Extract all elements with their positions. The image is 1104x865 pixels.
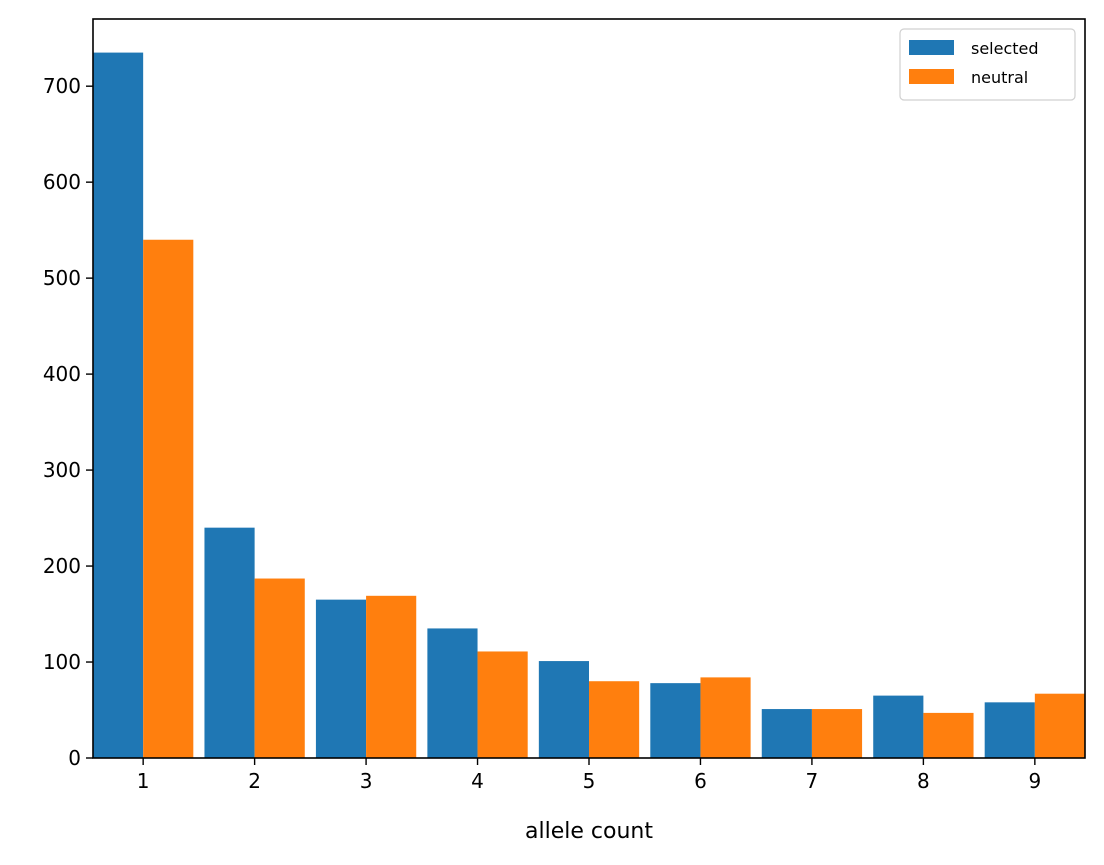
x-tick-label: 8 (917, 769, 930, 793)
legend: selected neutral (899, 28, 1076, 101)
bars (93, 52, 1085, 759)
x-tick-label: 4 (471, 769, 484, 793)
y-tick-label: 400 (43, 362, 81, 386)
x-tick-label: 1 (137, 769, 150, 793)
bar-selected-2 (204, 527, 255, 758)
bar-selected-1 (93, 52, 144, 759)
y-tick-label: 700 (43, 74, 81, 98)
legend-swatch-selected (909, 40, 954, 55)
bar-neutral-5 (589, 681, 640, 758)
bar-neutral-9 (1034, 693, 1085, 758)
y-tick-label: 300 (43, 458, 81, 482)
x-tick-label: 7 (806, 769, 819, 793)
bar-neutral-4 (477, 651, 528, 758)
x-tick-label: 5 (583, 769, 596, 793)
bar-selected-9 (984, 702, 1035, 758)
y-axis-ticks: 0 100 200 300 400 500 600 700 (43, 74, 93, 770)
bar-neutral-2 (254, 578, 305, 758)
bar-selected-3 (315, 599, 367, 758)
x-axis-ticks: 1 2 3 4 5 6 7 8 9 (137, 758, 1041, 793)
bar-selected-7 (761, 709, 812, 758)
x-axis-label: allele count (525, 819, 653, 844)
bar-neutral-8 (923, 712, 974, 758)
y-tick-label: 600 (43, 170, 81, 194)
x-tick-label: 3 (360, 769, 373, 793)
legend-swatch-neutral (909, 69, 954, 84)
bar-selected-5 (538, 661, 589, 758)
y-tick-label: 200 (43, 554, 81, 578)
bar-neutral-3 (366, 595, 417, 758)
bar-neutral-1 (143, 239, 194, 759)
x-tick-label: 2 (248, 769, 261, 793)
bar-selected-4 (427, 628, 478, 758)
y-tick-label: 0 (68, 746, 81, 770)
bar-selected-6 (650, 683, 701, 758)
legend-label-neutral: neutral (971, 68, 1028, 87)
y-tick-label: 500 (43, 266, 81, 290)
legend-label-selected: selected (971, 39, 1039, 58)
x-tick-label: 6 (694, 769, 707, 793)
y-tick-label: 100 (43, 650, 81, 674)
plot-frame (92, 18, 1086, 759)
bar-selected-8 (873, 695, 924, 758)
x-tick-label: 9 (1028, 769, 1041, 793)
bar-neutral-6 (700, 677, 751, 758)
bar-neutral-7 (811, 709, 863, 758)
